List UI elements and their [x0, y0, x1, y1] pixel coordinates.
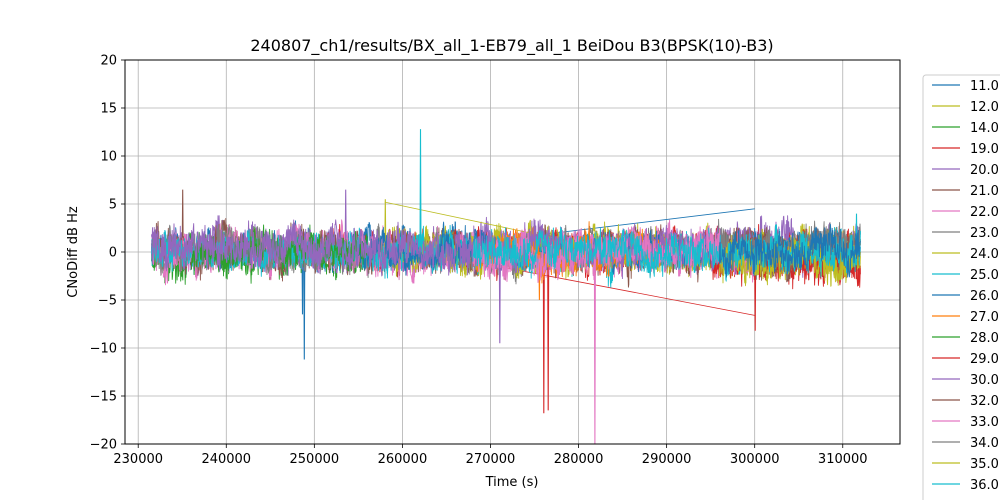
series-spike-25.0: [419, 129, 422, 253]
legend-label: 33.0: [970, 415, 999, 430]
x-tick-label: 280000: [554, 452, 604, 467]
series-spike-33.0: [593, 254, 596, 444]
legend-label: 32.0: [970, 394, 999, 409]
y-tick-label: −5: [98, 294, 117, 309]
series-spike-19.0: [754, 251, 757, 331]
legend-label: 35.0: [970, 457, 999, 472]
x-tick-label: 290000: [642, 452, 692, 467]
y-tick-label: 15: [100, 102, 117, 117]
legend-label: 26.0: [970, 289, 999, 304]
legend-label: 25.0: [970, 268, 999, 283]
legend-label: 29.0: [970, 352, 999, 367]
plot-series: [150, 129, 861, 444]
legend-label: 21.0: [970, 184, 999, 199]
series-spike-24.0: [384, 199, 387, 253]
legend-label: 28.0: [970, 331, 999, 346]
series-spike-19.0: [542, 251, 545, 414]
legend-label: 27.0: [970, 310, 999, 325]
series-spike-21.0: [181, 189, 184, 253]
x-tick-label: 300000: [730, 452, 780, 467]
y-tick-label: 20: [100, 54, 117, 69]
y-axis-label: CNoDiff dB Hz: [66, 206, 81, 298]
y-tick-label: −10: [90, 342, 117, 357]
legend-label: 20.0: [970, 163, 999, 178]
x-tick-label: 310000: [818, 452, 868, 467]
legend-label: 22.0: [970, 205, 999, 220]
y-tick-label: −20: [90, 438, 117, 453]
y-axis-ticks: −20 −15 −10 −5 0 5 10 15 20: [90, 54, 125, 453]
x-tick-label: 230000: [113, 452, 163, 467]
series-line-37.0: [719, 223, 861, 278]
legend-label: 34.0: [970, 436, 999, 451]
legend-label: 23.0: [970, 226, 999, 241]
y-tick-label: −15: [90, 390, 117, 405]
series-spike-11.0: [303, 249, 306, 360]
x-tick-label: 240000: [201, 452, 251, 467]
series-spike-11.0: [301, 249, 304, 315]
chart-title: 240807_ch1/results/BX_all_1-EB79_all_1 B…: [250, 36, 773, 56]
x-tick-label: 260000: [378, 452, 428, 467]
y-tick-label: 0: [109, 246, 117, 261]
legend-label: 14.0: [970, 121, 999, 136]
series-spike-20.0: [344, 189, 347, 248]
legend-label: 30.0: [970, 373, 999, 388]
legend-label: 12.0: [970, 100, 999, 115]
y-tick-label: 10: [100, 150, 117, 165]
series-spike-20.0: [498, 247, 501, 344]
legend-box: [922, 74, 1000, 500]
y-tick-label: 5: [109, 198, 117, 213]
legend-label: 11.0: [970, 79, 999, 94]
legend-label: 24.0: [970, 247, 999, 262]
legend: 11.0 12.0 14.0 19.0 20.0 21.0 22.0 23.0 24.0 25.0…: [922, 74, 1000, 500]
x-axis-ticks: 230000 240000 250000 260000 270000 280000 2900…: [113, 444, 868, 467]
x-axis-label: Time (s): [485, 475, 539, 490]
series-spike-19.0: [547, 251, 550, 411]
x-tick-label: 270000: [466, 452, 516, 467]
legend-label: 19.0: [970, 142, 999, 157]
legend-label: 36.0: [970, 478, 999, 493]
x-tick-label: 250000: [290, 452, 340, 467]
